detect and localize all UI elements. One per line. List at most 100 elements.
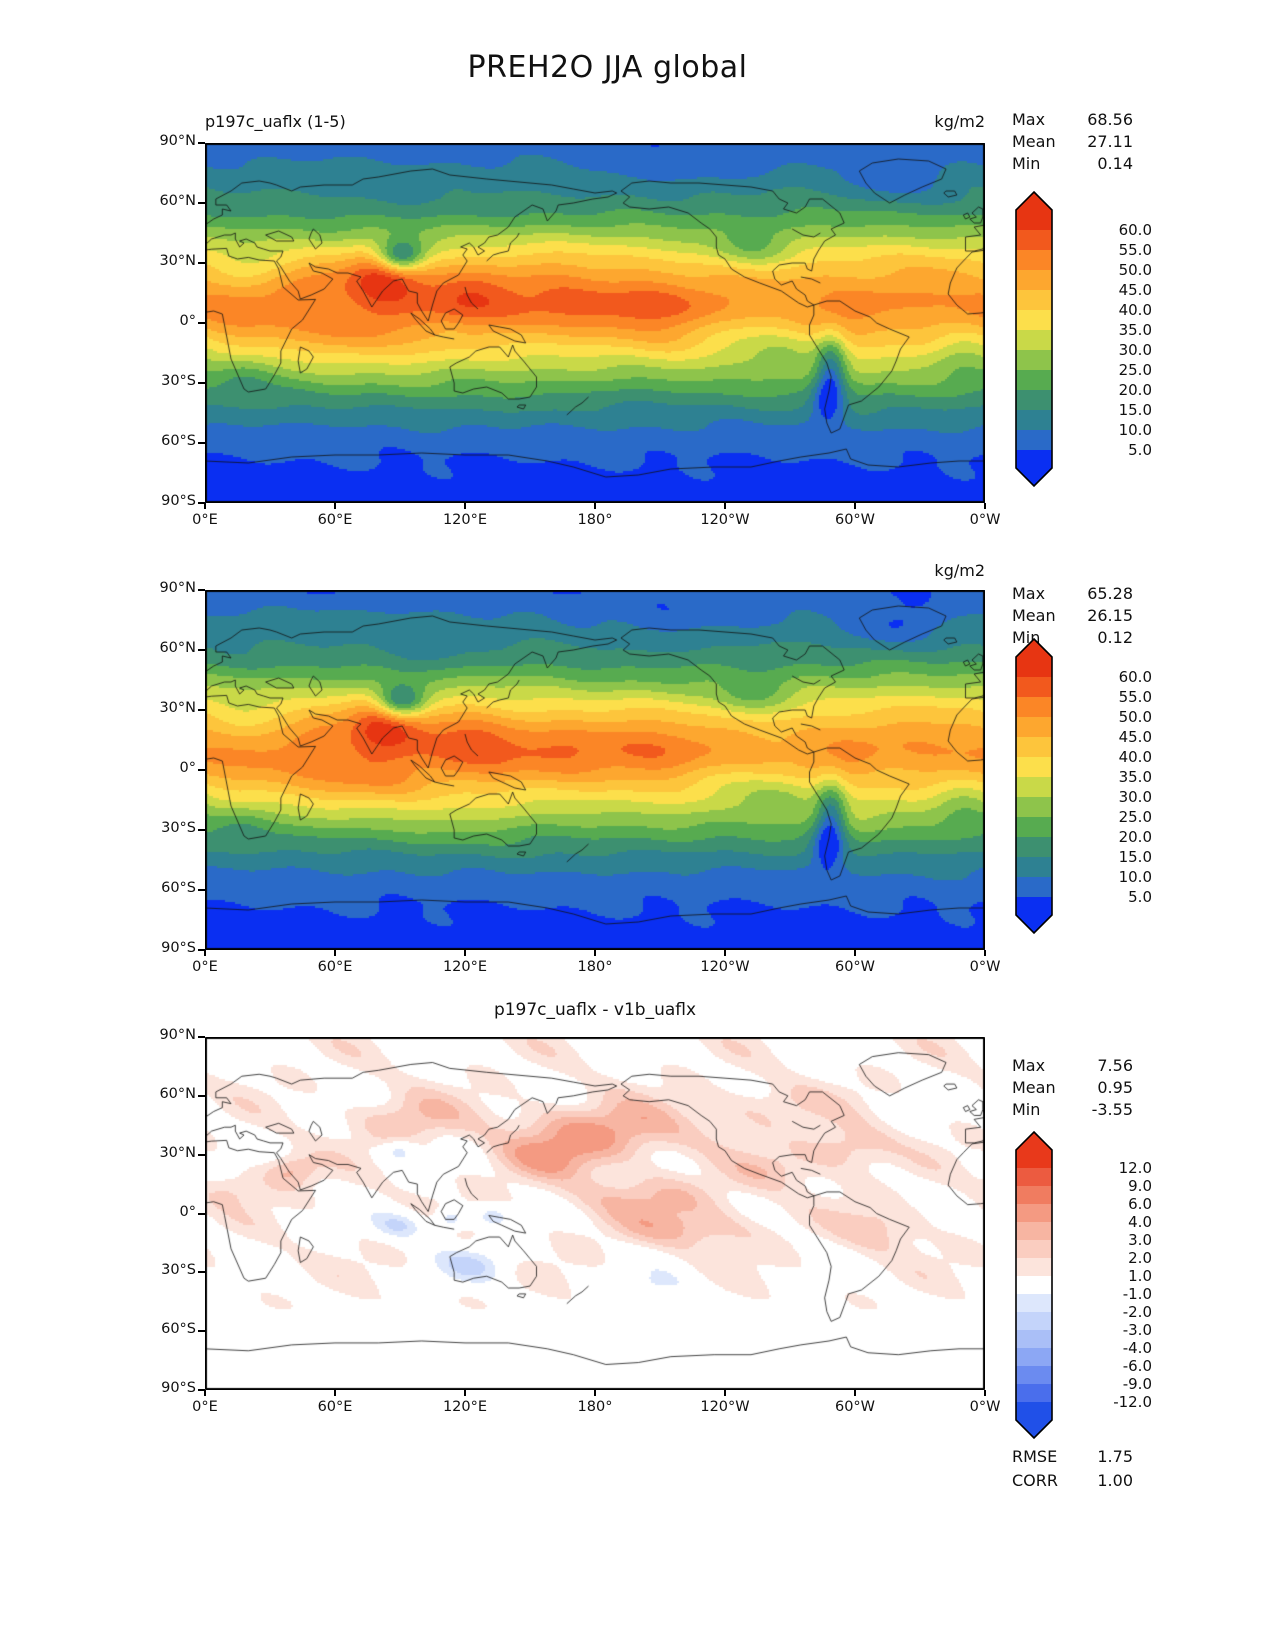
x-tick-label: 120°W bbox=[700, 1399, 750, 1415]
colorbar-tick-label: 9.0 bbox=[1128, 1177, 1152, 1195]
x-tick-label: 0°W bbox=[969, 959, 1001, 975]
colorbar-tick-label: 55.0 bbox=[1118, 241, 1152, 259]
x-tick-mark bbox=[594, 1390, 596, 1396]
stat-row: Max 7.56 bbox=[1012, 1056, 1133, 1076]
panel-title: p197c_uaflx - v1b_uaflx bbox=[493, 1000, 697, 1020]
colorbar-tick-label: -12.0 bbox=[1113, 1393, 1152, 1411]
y-tick-mark bbox=[198, 322, 205, 324]
y-tick-mark bbox=[198, 1330, 205, 1333]
colorbar-tick-label: 20.0 bbox=[1118, 828, 1152, 846]
x-tick-mark bbox=[464, 950, 466, 956]
x-tick-label: 180° bbox=[577, 512, 613, 528]
figure-title: PREH2O JJA global bbox=[467, 50, 748, 85]
x-tick-mark bbox=[334, 1390, 336, 1396]
x-tick-mark bbox=[724, 950, 726, 956]
stat-row: Min -3.55 bbox=[1012, 1100, 1133, 1120]
y-tick-mark bbox=[198, 949, 205, 951]
x-tick-mark bbox=[204, 950, 206, 956]
y-tick-mark bbox=[198, 1271, 205, 1274]
y-tick-label: 90°N bbox=[159, 1027, 196, 1043]
x-tick-mark bbox=[984, 950, 986, 956]
x-tick-mark bbox=[334, 950, 336, 956]
x-tick-label: 60°W bbox=[834, 1399, 876, 1415]
colorbar-tick-label: 15.0 bbox=[1118, 848, 1152, 866]
y-tick-label: 60°S bbox=[161, 433, 196, 449]
stat-row: Mean 0.95 bbox=[1012, 1078, 1133, 1098]
colorbar-tick-label: 55.0 bbox=[1118, 688, 1152, 706]
y-tick-label: 0° bbox=[179, 313, 196, 329]
y-tick-mark bbox=[198, 262, 205, 264]
x-tick-label: 60°E bbox=[317, 512, 353, 528]
y-tick-label: 60°S bbox=[161, 880, 196, 896]
colorbar-tick-label: 25.0 bbox=[1118, 808, 1152, 826]
colorbar-tick-label: 5.0 bbox=[1128, 441, 1152, 459]
colorbar-tick-label: -4.0 bbox=[1122, 1339, 1152, 1357]
colorbar bbox=[1015, 190, 1053, 488]
colorbar-tick-label: 40.0 bbox=[1118, 301, 1152, 319]
metric-label: RMSE bbox=[1012, 1447, 1058, 1466]
colorbar-tick-label: 1.0 bbox=[1128, 1267, 1152, 1285]
colorbar-tick-label: 60.0 bbox=[1118, 221, 1152, 239]
stat-value: 68.56 bbox=[1087, 110, 1133, 129]
y-tick-mark bbox=[198, 442, 205, 444]
metric-row: RMSE 1.75 bbox=[1012, 1447, 1133, 1467]
x-tick-label: 60°W bbox=[834, 512, 876, 528]
metric-value: 1.00 bbox=[1097, 1471, 1133, 1490]
x-tick-label: 180° bbox=[577, 1399, 613, 1415]
colorbar-tick-label: 60.0 bbox=[1118, 668, 1152, 686]
colorbar-tick-label: -1.0 bbox=[1122, 1285, 1152, 1303]
stat-value: -3.55 bbox=[1091, 1100, 1133, 1119]
y-tick-label: 30°S bbox=[161, 1262, 196, 1279]
stat-value: 26.15 bbox=[1087, 606, 1133, 625]
x-tick-mark bbox=[724, 1390, 726, 1396]
units-label: kg/m2 bbox=[934, 561, 985, 580]
colorbar-tick-label: -6.0 bbox=[1122, 1357, 1152, 1375]
colorbar-tick-label: 20.0 bbox=[1118, 381, 1152, 399]
colorbar-tick-label: 30.0 bbox=[1118, 341, 1152, 359]
colorbar-tick-label: -9.0 bbox=[1122, 1375, 1152, 1393]
colorbar-tick-label: 5.0 bbox=[1128, 888, 1152, 906]
colorbar-tick-label: 45.0 bbox=[1118, 281, 1152, 299]
y-tick-label: 30°S bbox=[161, 373, 196, 389]
colorbar bbox=[1015, 1130, 1053, 1440]
x-tick-label: 120°E bbox=[442, 1399, 488, 1415]
x-tick-mark bbox=[204, 503, 206, 509]
metric-label: CORR bbox=[1012, 1471, 1058, 1490]
y-tick-mark bbox=[198, 889, 205, 891]
y-tick-label: 30°N bbox=[159, 1144, 196, 1161]
x-tick-mark bbox=[594, 503, 596, 509]
y-tick-mark bbox=[198, 202, 205, 204]
stat-row: Mean 27.11 bbox=[1012, 132, 1133, 152]
stat-label: Mean bbox=[1012, 606, 1056, 625]
colorbar-tick-label: 12.0 bbox=[1118, 1159, 1152, 1177]
stat-row: Min 0.14 bbox=[1012, 154, 1133, 174]
x-tick-mark bbox=[854, 503, 856, 509]
colorbar bbox=[1015, 637, 1053, 935]
y-tick-label: 90°N bbox=[159, 580, 196, 596]
y-tick-mark bbox=[198, 1036, 205, 1038]
colorbar-tick-label: 50.0 bbox=[1118, 708, 1152, 726]
stat-value: 0.95 bbox=[1097, 1078, 1133, 1097]
x-tick-mark bbox=[204, 1390, 206, 1396]
stat-row: Max 65.28 bbox=[1012, 584, 1133, 604]
stat-label: Mean bbox=[1012, 132, 1056, 151]
colorbar-tick-label: 40.0 bbox=[1118, 748, 1152, 766]
stat-label: Min bbox=[1012, 1100, 1041, 1119]
y-tick-label: 30°N bbox=[159, 700, 196, 716]
y-tick-mark bbox=[198, 1094, 205, 1097]
x-tick-label: 0°W bbox=[969, 512, 1001, 528]
y-tick-mark bbox=[198, 502, 205, 504]
y-tick-mark bbox=[198, 829, 205, 831]
stat-row: Max 68.56 bbox=[1012, 110, 1133, 130]
x-tick-mark bbox=[334, 503, 336, 509]
x-tick-label: 60°W bbox=[834, 959, 876, 975]
stat-row: Mean 26.15 bbox=[1012, 606, 1133, 626]
stat-value: 0.12 bbox=[1097, 628, 1133, 647]
colorbar-tick-label: 25.0 bbox=[1118, 361, 1152, 379]
y-tick-label: 90°S bbox=[161, 1380, 196, 1396]
map-canvas-difference bbox=[205, 1037, 985, 1390]
y-tick-label: 60°N bbox=[159, 1085, 196, 1102]
x-tick-label: 0°E bbox=[192, 512, 218, 528]
x-tick-mark bbox=[724, 503, 726, 509]
